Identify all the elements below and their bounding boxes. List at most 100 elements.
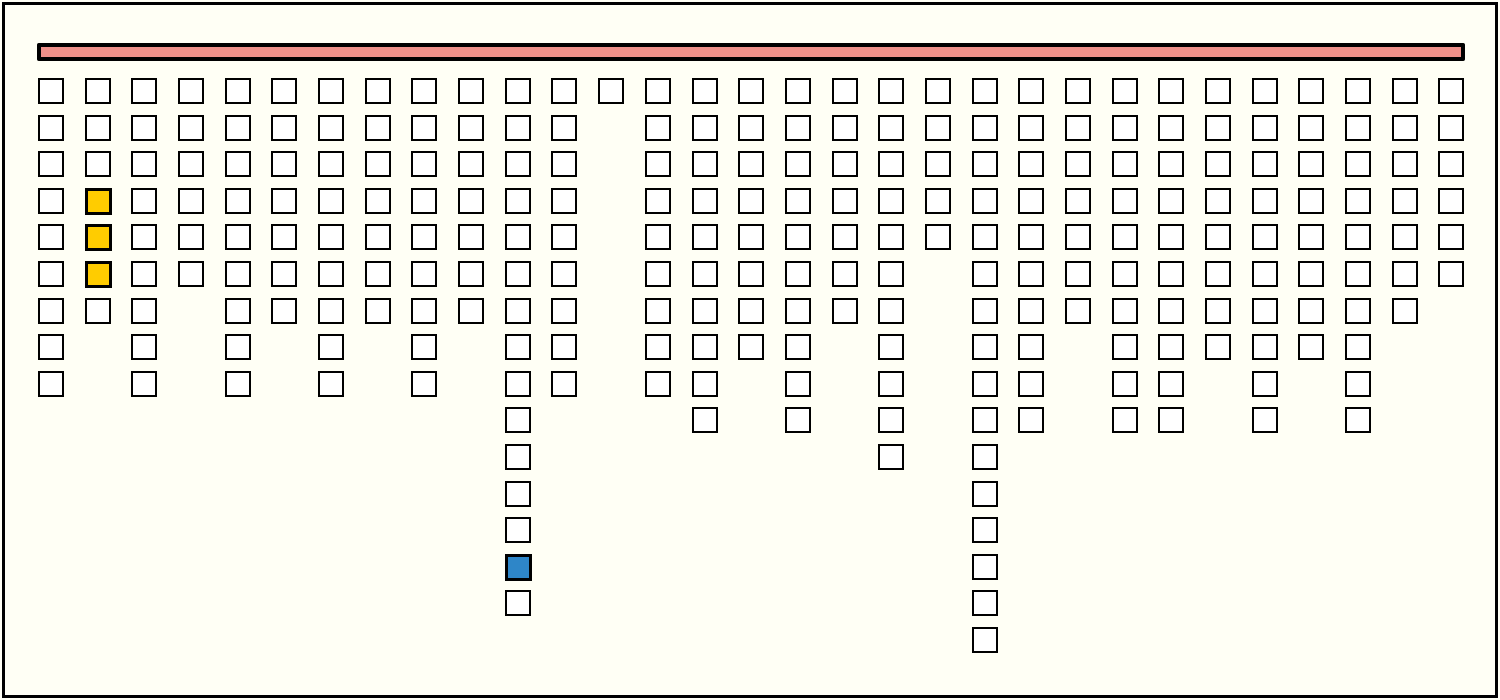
- board-cell[interactable]: [225, 298, 251, 324]
- board-cell[interactable]: [878, 407, 904, 433]
- board-cell[interactable]: [692, 407, 718, 433]
- board-cell[interactable]: [1065, 78, 1091, 104]
- board-cell[interactable]: [925, 78, 951, 104]
- board-cell[interactable]: [1345, 407, 1371, 433]
- board-cell[interactable]: [1438, 261, 1464, 287]
- board-cell[interactable]: [1112, 334, 1138, 360]
- board-cell[interactable]: [1252, 188, 1278, 214]
- board-cell[interactable]: [411, 115, 437, 141]
- board-cell[interactable]: [38, 298, 64, 324]
- board-cell[interactable]: [365, 298, 391, 324]
- board-cell[interactable]: [925, 151, 951, 177]
- board-cell[interactable]: [178, 188, 204, 214]
- board-cell[interactable]: [785, 371, 811, 397]
- board-cell[interactable]: [1392, 298, 1418, 324]
- board-cell[interactable]: [598, 78, 624, 104]
- board-cell[interactable]: [1158, 115, 1184, 141]
- board-cell[interactable]: [878, 224, 904, 250]
- board-cell[interactable]: [178, 78, 204, 104]
- board-cell[interactable]: [785, 115, 811, 141]
- board-cell[interactable]: [411, 261, 437, 287]
- board-cell[interactable]: [1158, 371, 1184, 397]
- board-cell[interactable]: [692, 78, 718, 104]
- board-cell[interactable]: [411, 188, 437, 214]
- board-cell[interactable]: [1298, 78, 1324, 104]
- board-cell[interactable]: [645, 188, 671, 214]
- board-cell[interactable]: [832, 298, 858, 324]
- board-cell[interactable]: [225, 261, 251, 287]
- board-cell[interactable]: [411, 334, 437, 360]
- board-cell[interactable]: [1345, 298, 1371, 324]
- board-cell[interactable]: [1158, 151, 1184, 177]
- board-cell[interactable]: [878, 371, 904, 397]
- board-cell[interactable]: [785, 261, 811, 287]
- board-cell[interactable]: [38, 334, 64, 360]
- board-cell[interactable]: [878, 298, 904, 324]
- board-cell[interactable]: [1205, 151, 1231, 177]
- board-cell[interactable]: [738, 151, 764, 177]
- board-cell[interactable]: [505, 224, 531, 250]
- board-cell[interactable]: [972, 517, 998, 543]
- board-cell[interactable]: [178, 115, 204, 141]
- board-cell[interactable]: [178, 224, 204, 250]
- board-cell[interactable]: [411, 78, 437, 104]
- board-cell[interactable]: [645, 151, 671, 177]
- board-cell[interactable]: [1392, 224, 1418, 250]
- board-cell[interactable]: [1112, 115, 1138, 141]
- board-cell[interactable]: [972, 627, 998, 653]
- board-cell[interactable]: [878, 188, 904, 214]
- board-cell[interactable]: [318, 334, 344, 360]
- board-cell[interactable]: [692, 371, 718, 397]
- board-cell[interactable]: [1205, 224, 1231, 250]
- board-cell[interactable]: [458, 78, 484, 104]
- board-cell[interactable]: [1018, 298, 1044, 324]
- board-cell[interactable]: [785, 78, 811, 104]
- board-cell[interactable]: [645, 261, 671, 287]
- board-cell[interactable]: [1252, 371, 1278, 397]
- board-cell[interactable]: [1392, 78, 1418, 104]
- board-cell[interactable]: [551, 224, 577, 250]
- board-cell[interactable]: [131, 298, 157, 324]
- board-cell[interactable]: [505, 444, 531, 470]
- board-cell[interactable]: [1298, 298, 1324, 324]
- board-cell[interactable]: [972, 261, 998, 287]
- board-cell[interactable]: [738, 298, 764, 324]
- board-cell[interactable]: [1345, 224, 1371, 250]
- board-cell[interactable]: [878, 334, 904, 360]
- board-cell[interactable]: [645, 334, 671, 360]
- board-cell[interactable]: [1298, 334, 1324, 360]
- board-cell[interactable]: [38, 261, 64, 287]
- board-cell[interactable]: [38, 371, 64, 397]
- board-cell[interactable]: [225, 115, 251, 141]
- board-cell[interactable]: [271, 298, 297, 324]
- board-cell[interactable]: [271, 261, 297, 287]
- board-cell[interactable]: [365, 78, 391, 104]
- board-cell[interactable]: [1065, 224, 1091, 250]
- board-cell-yellow[interactable]: [85, 188, 112, 215]
- board-cell[interactable]: [1158, 298, 1184, 324]
- board-cell[interactable]: [785, 298, 811, 324]
- board-cell[interactable]: [1018, 78, 1044, 104]
- board-cell[interactable]: [225, 334, 251, 360]
- board-cell[interactable]: [271, 78, 297, 104]
- board-cell[interactable]: [832, 78, 858, 104]
- board-cell[interactable]: [505, 517, 531, 543]
- board-cell[interactable]: [878, 444, 904, 470]
- board-cell[interactable]: [1112, 407, 1138, 433]
- board-cell[interactable]: [225, 78, 251, 104]
- board-cell[interactable]: [178, 151, 204, 177]
- board-cell[interactable]: [1252, 407, 1278, 433]
- board-cell[interactable]: [505, 115, 531, 141]
- board-cell[interactable]: [505, 481, 531, 507]
- board-cell[interactable]: [1065, 115, 1091, 141]
- board-cell[interactable]: [1438, 224, 1464, 250]
- board-cell[interactable]: [365, 188, 391, 214]
- board-cell[interactable]: [972, 224, 998, 250]
- board-cell[interactable]: [925, 188, 951, 214]
- board-cell[interactable]: [178, 261, 204, 287]
- board-cell[interactable]: [1018, 371, 1044, 397]
- board-cell[interactable]: [1112, 151, 1138, 177]
- board-cell[interactable]: [131, 115, 157, 141]
- board-cell[interactable]: [131, 334, 157, 360]
- board-cell[interactable]: [1252, 298, 1278, 324]
